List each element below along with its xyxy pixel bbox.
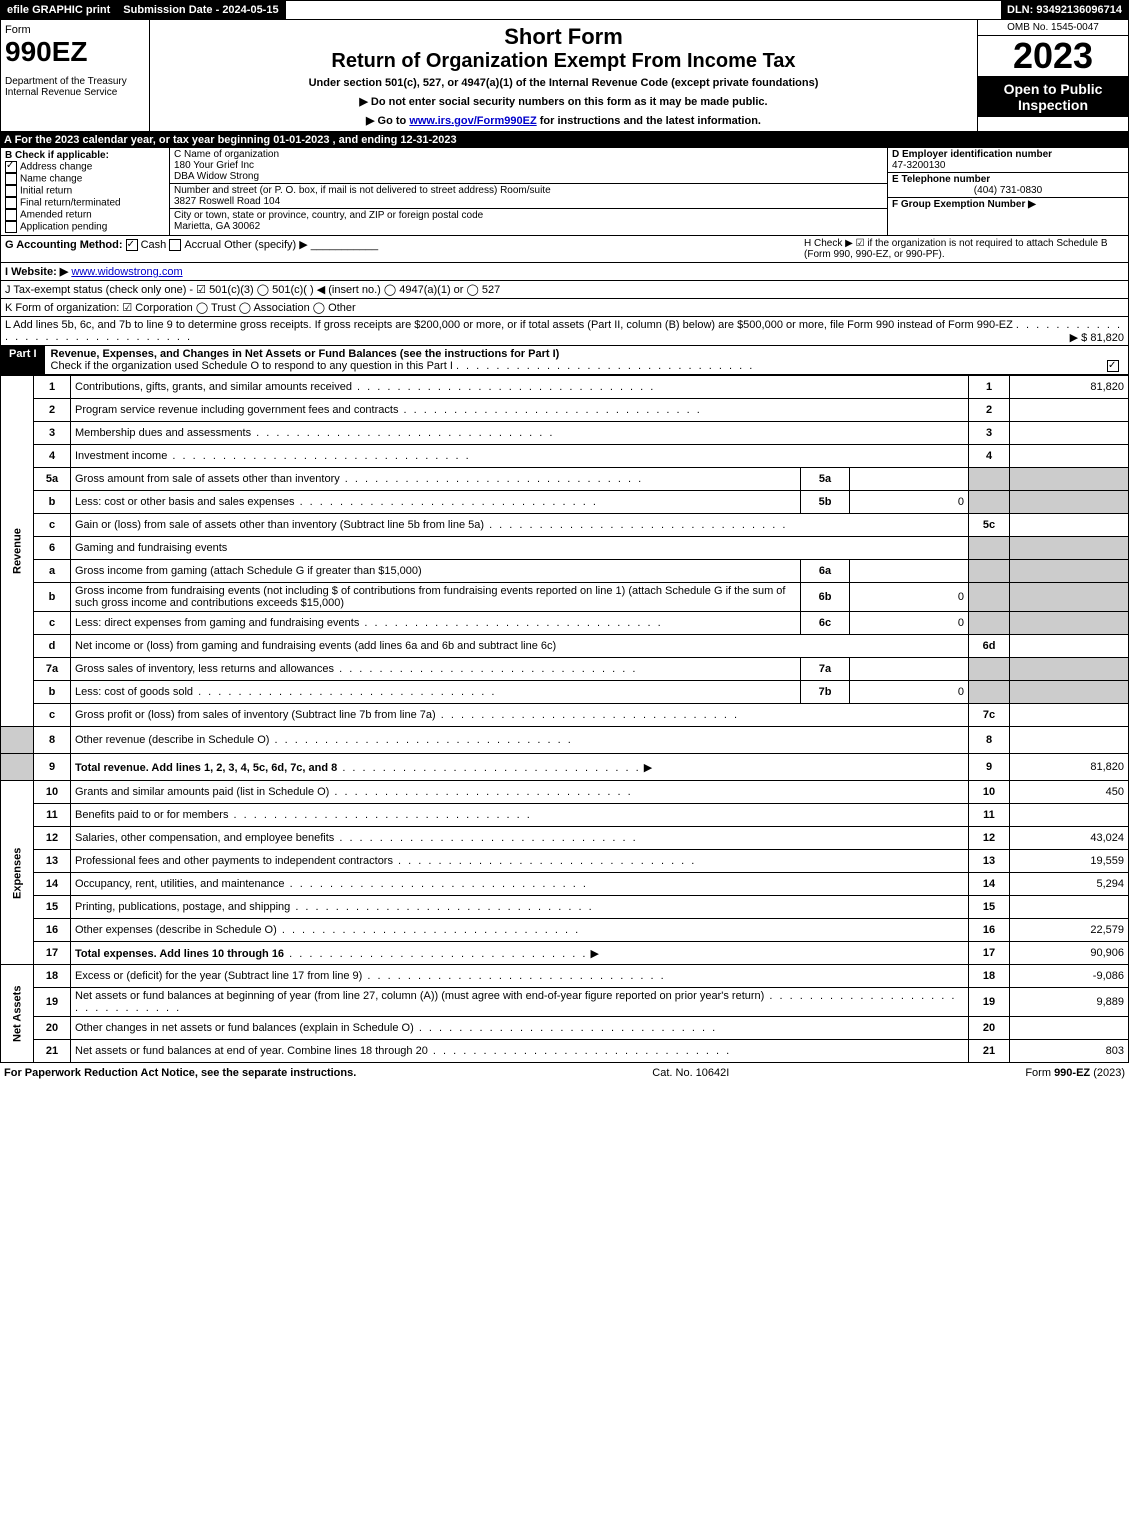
- revenue-side-label: Revenue: [1, 376, 34, 727]
- amt-15: [1010, 896, 1129, 919]
- website-link[interactable]: www.widowstrong.com: [71, 266, 182, 278]
- amt-1: 81,820: [1010, 376, 1129, 399]
- footer-right: Form 990-EZ (2023): [1025, 1067, 1125, 1079]
- page-footer: For Paperwork Reduction Act Notice, see …: [0, 1063, 1129, 1083]
- instr-goto: ▶ Go to www.irs.gov/Form990EZ for instru…: [154, 114, 973, 127]
- netassets-side-label: Net Assets: [1, 965, 34, 1063]
- line-i: I Website: ▶ www.widowstrong.com: [0, 263, 1129, 281]
- chk-schedule-o[interactable]: [1107, 360, 1119, 372]
- chk-address-change[interactable]: [5, 161, 17, 173]
- val-7b: 0: [850, 681, 969, 704]
- form-header: Form 990EZ Department of the Treasury In…: [0, 20, 1129, 132]
- ein-label: D Employer identification number: [892, 149, 1052, 160]
- dept-label: Department of the Treasury Internal Reve…: [5, 76, 145, 98]
- ein-value: 47-3200130: [892, 160, 1124, 171]
- gross-receipts: ▶ $ 81,820: [1070, 331, 1124, 344]
- top-bar: efile GRAPHIC print Submission Date - 20…: [0, 0, 1129, 20]
- amt-10: 450: [1010, 781, 1129, 804]
- val-6b: 0: [850, 583, 969, 612]
- main-title: Return of Organization Exempt From Incom…: [154, 50, 973, 73]
- chk-amended-return[interactable]: [5, 209, 17, 221]
- header-center: Short Form Return of Organization Exempt…: [150, 20, 977, 131]
- amt-9: 81,820: [1010, 754, 1129, 781]
- amt-12: 43,024: [1010, 827, 1129, 850]
- val-7a: [850, 658, 969, 681]
- amt-8: [1010, 727, 1129, 754]
- city-label: City or town, state or province, country…: [174, 210, 883, 221]
- addr-label: Number and street (or P. O. box, if mail…: [174, 185, 883, 196]
- amt-14: 5,294: [1010, 873, 1129, 896]
- amt-16: 22,579: [1010, 919, 1129, 942]
- org-city: Marietta, GA 30062: [174, 221, 883, 232]
- part1-table: Revenue 1 Contributions, gifts, grants, …: [0, 375, 1129, 1063]
- amt-18: -9,086: [1010, 965, 1129, 988]
- val-5a: [850, 468, 969, 491]
- chk-application-pending[interactable]: [5, 221, 17, 233]
- tax-year: 2023: [978, 36, 1128, 76]
- amt-17: 90,906: [1010, 942, 1129, 965]
- dln-label: DLN: 93492136096714: [1001, 1, 1128, 19]
- part1-check-text: Check if the organization used Schedule …: [51, 360, 453, 372]
- open-public: Open to Public Inspection: [978, 76, 1128, 117]
- irs-link[interactable]: www.irs.gov/Form990EZ: [409, 115, 536, 127]
- group-exemption-label: F Group Exemption Number ▶: [892, 199, 1036, 210]
- expenses-side-label: Expenses: [1, 781, 34, 965]
- part1-label: Part I: [1, 346, 45, 374]
- chk-final-return[interactable]: [5, 197, 17, 209]
- val-6c: 0: [850, 612, 969, 635]
- amt-19: 9,889: [1010, 988, 1129, 1017]
- submission-date: Submission Date - 2024-05-15: [117, 1, 285, 19]
- footer-left: For Paperwork Reduction Act Notice, see …: [4, 1067, 356, 1079]
- header-left: Form 990EZ Department of the Treasury In…: [1, 20, 150, 131]
- line-j: J Tax-exempt status (check only one) - ☑…: [0, 281, 1129, 299]
- amt-7c: [1010, 704, 1129, 727]
- val-6a: [850, 560, 969, 583]
- subtitle: Under section 501(c), 527, or 4947(a)(1)…: [154, 77, 973, 89]
- box-def: D Employer identification number 47-3200…: [888, 148, 1128, 235]
- org-name-label: C Name of organization: [174, 149, 883, 160]
- amt-2: [1010, 399, 1129, 422]
- amt-21: 803: [1010, 1040, 1129, 1063]
- chk-initial-return[interactable]: [5, 185, 17, 197]
- line-h: H Check ▶ ☑ if the organization is not r…: [804, 238, 1124, 260]
- line-g-h: G Accounting Method: Cash Accrual Other …: [0, 236, 1129, 263]
- form-word: Form: [5, 24, 145, 36]
- phone-label: E Telephone number: [892, 174, 990, 185]
- entity-block: B Check if applicable: Address change Na…: [0, 148, 1129, 236]
- footer-center: Cat. No. 10642I: [652, 1067, 729, 1079]
- amt-20: [1010, 1017, 1129, 1040]
- org-name-1: 180 Your Grief Inc: [174, 160, 883, 171]
- amt-11: [1010, 804, 1129, 827]
- amt-13: 19,559: [1010, 850, 1129, 873]
- org-name-2: DBA Widow Strong: [174, 171, 883, 182]
- amt-4: [1010, 445, 1129, 468]
- short-form-title: Short Form: [154, 24, 973, 50]
- instr-ssn: ▶ Do not enter social security numbers o…: [154, 95, 973, 108]
- amt-3: [1010, 422, 1129, 445]
- chk-name-change[interactable]: [5, 173, 17, 185]
- box-b: B Check if applicable: Address change Na…: [1, 148, 170, 235]
- line-a: A For the 2023 calendar year, or tax yea…: [0, 132, 1129, 148]
- omb-number: OMB No. 1545-0047: [978, 20, 1128, 36]
- form-number: 990EZ: [5, 36, 145, 68]
- amt-6d: [1010, 635, 1129, 658]
- line-k: K Form of organization: ☑ Corporation ◯ …: [0, 299, 1129, 317]
- line-l: L Add lines 5b, 6c, and 7b to line 9 to …: [0, 317, 1129, 346]
- org-address: 3827 Roswell Road 104: [174, 196, 883, 207]
- box-c: C Name of organization 180 Your Grief In…: [170, 148, 888, 235]
- phone-value: (404) 731-0830: [892, 185, 1124, 196]
- chk-accrual[interactable]: [169, 239, 181, 251]
- amt-5c: [1010, 514, 1129, 537]
- val-5b: 0: [850, 491, 969, 514]
- chk-cash[interactable]: [126, 239, 138, 251]
- accounting-method-label: G Accounting Method:: [5, 239, 123, 251]
- efile-label[interactable]: efile GRAPHIC print: [1, 1, 117, 19]
- header-right: OMB No. 1545-0047 2023 Open to Public In…: [977, 20, 1128, 131]
- part1-header: Part I Revenue, Expenses, and Changes in…: [0, 346, 1129, 375]
- part1-title: Revenue, Expenses, and Changes in Net As…: [51, 348, 560, 360]
